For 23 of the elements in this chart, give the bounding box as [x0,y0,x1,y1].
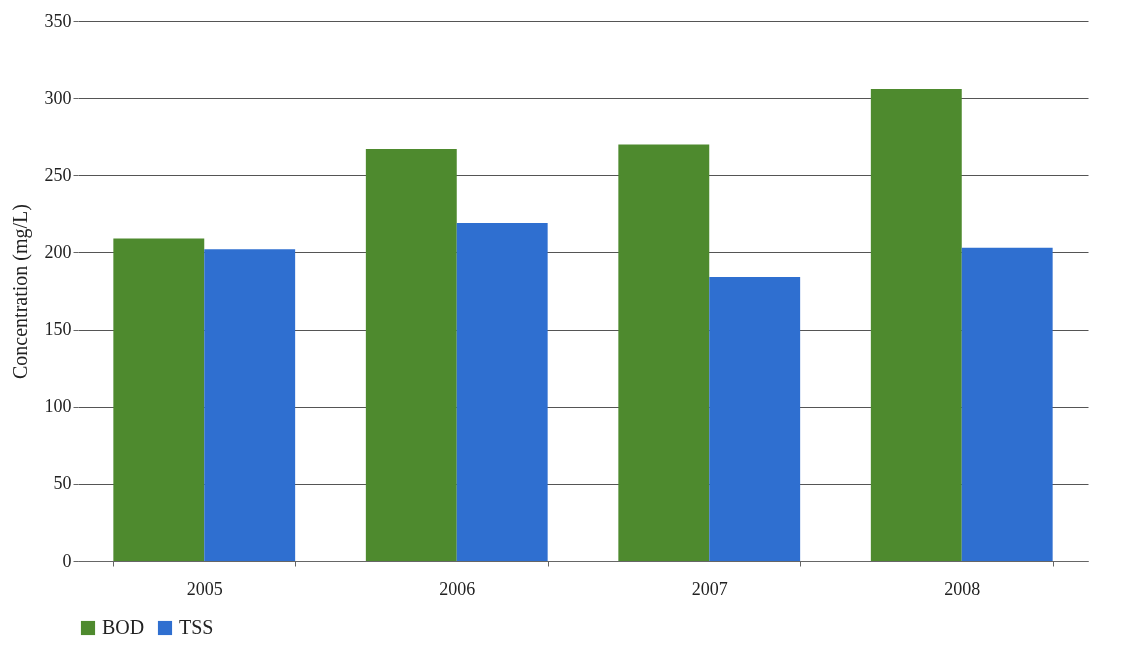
bar [113,238,205,561]
y-tick-label: 0 [62,550,72,571]
legend-label: TSS [179,616,214,638]
bar [961,247,1053,561]
y-axis-title: Concentration (mg/L) [8,204,32,379]
y-tick-label: 150 [44,319,72,340]
bar [870,88,962,561]
bar [618,144,710,561]
y-tick-label: 50 [53,473,72,494]
x-tick-label: 2006 [439,578,476,599]
y-tick-label: 300 [44,87,72,108]
legend-label: BOD [102,616,145,638]
bar [709,277,801,561]
bar [365,149,457,561]
y-tick-label: 200 [44,241,72,262]
x-tick-label: 2005 [186,578,223,599]
y-tick-label: 250 [44,164,72,185]
bar [456,223,548,561]
x-tick-label: 2007 [691,578,728,599]
y-tick-label: 350 [44,10,72,31]
bar [204,249,296,561]
x-tick-label: 2008 [944,578,981,599]
y-tick-label: 100 [44,396,72,417]
